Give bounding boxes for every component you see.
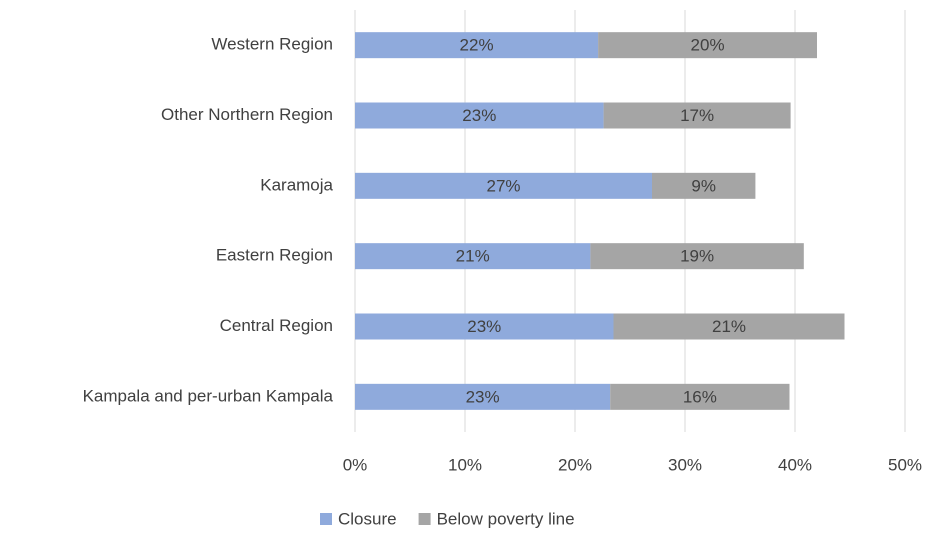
bar-segment — [610, 383, 790, 410]
y-tick-label: Central Region — [220, 316, 333, 335]
x-tick-label: 0% — [343, 455, 368, 474]
data-label: 16% — [683, 387, 717, 406]
y-tick-label: Eastern Region — [216, 246, 333, 265]
bar-segment — [355, 383, 611, 410]
bar-segment — [355, 313, 614, 340]
bar-segment — [603, 102, 791, 129]
bar-segment — [355, 102, 604, 129]
bar-segment — [652, 172, 756, 199]
data-label: 27% — [486, 176, 520, 195]
x-tick-label: 30% — [668, 455, 702, 474]
data-label: 22% — [460, 36, 494, 55]
x-tick-label: 10% — [448, 455, 482, 474]
data-label: 21% — [712, 317, 746, 336]
bar-segment — [598, 32, 817, 59]
bar-segment — [613, 313, 845, 340]
data-label: 17% — [680, 106, 714, 125]
x-tick-label: 40% — [778, 455, 812, 474]
data-label: 19% — [680, 247, 714, 266]
bar-segment — [355, 32, 599, 59]
y-tick-label: Other Northern Region — [161, 105, 333, 124]
data-label: 23% — [466, 387, 500, 406]
x-tick-label: 20% — [558, 455, 592, 474]
legend-swatch — [320, 513, 332, 525]
data-label: 23% — [467, 317, 501, 336]
bar-segment — [590, 243, 804, 270]
y-tick-label: Western Region — [211, 35, 333, 54]
legend-label: Below poverty line — [437, 509, 575, 528]
legend-label: Closure — [338, 509, 397, 528]
data-label: 21% — [456, 247, 490, 266]
y-tick-label: Kampala and per-urban Kampala — [83, 386, 334, 405]
legend-swatch — [418, 513, 431, 525]
bar-segment — [355, 172, 652, 199]
data-label: 9% — [691, 176, 716, 195]
x-tick-label: 50% — [888, 455, 922, 474]
data-label: 23% — [462, 106, 496, 125]
y-tick-label: Karamoja — [260, 175, 333, 194]
bar-segment — [355, 243, 591, 270]
data-label: 20% — [691, 36, 725, 55]
